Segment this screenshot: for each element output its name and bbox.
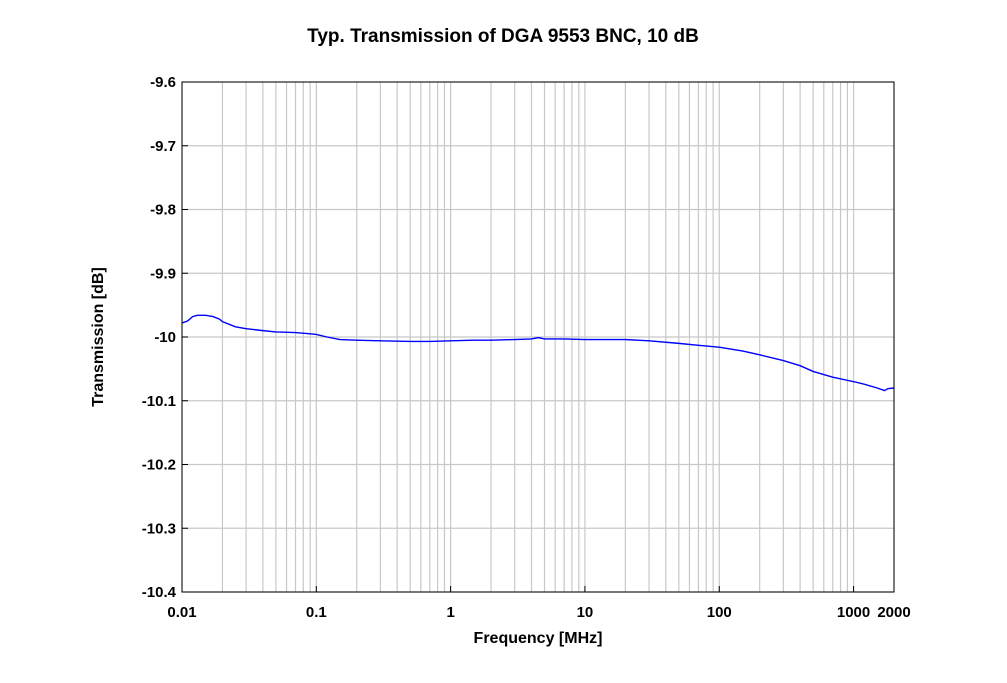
y-tick-label: -10.2 <box>142 457 176 474</box>
x-tick-label: 0.1 <box>306 604 327 621</box>
y-tick-label: -9.6 <box>150 74 176 91</box>
y-tick-label: -9.8 <box>150 202 176 219</box>
y-tick-label: -10 <box>154 329 176 346</box>
y-axis-label: Transmission [dB] <box>90 267 107 407</box>
y-tick-label: -10.3 <box>142 520 176 537</box>
x-axis-label: Frequency [MHz] <box>474 630 603 647</box>
y-tick-label: -10.1 <box>142 393 176 410</box>
x-tick-label: 0.01 <box>167 604 196 621</box>
x-tick-label: 100 <box>707 604 732 621</box>
series-layer <box>181 314 895 392</box>
y-tick-label: -9.7 <box>150 138 176 155</box>
x-tick-label: 1 <box>446 604 454 621</box>
tick-label-layer: 0.01 0.1 1 10 100 1000 2000 -9.6 -9.7 -9.8 -9.9 -10… <box>142 74 911 621</box>
x-tick-label: 2000 <box>877 604 910 621</box>
x-tick-label: 1000 <box>837 604 870 621</box>
x-tick-label: 10 <box>577 604 594 621</box>
tick-layer <box>181 81 895 593</box>
series-line-transmission <box>181 314 895 392</box>
y-tick-label: -9.9 <box>150 265 176 282</box>
chart-title: Typ. Transmission of DGA 9553 BNC, 10 dB <box>307 26 699 47</box>
y-tick-label: -10.4 <box>142 584 177 601</box>
